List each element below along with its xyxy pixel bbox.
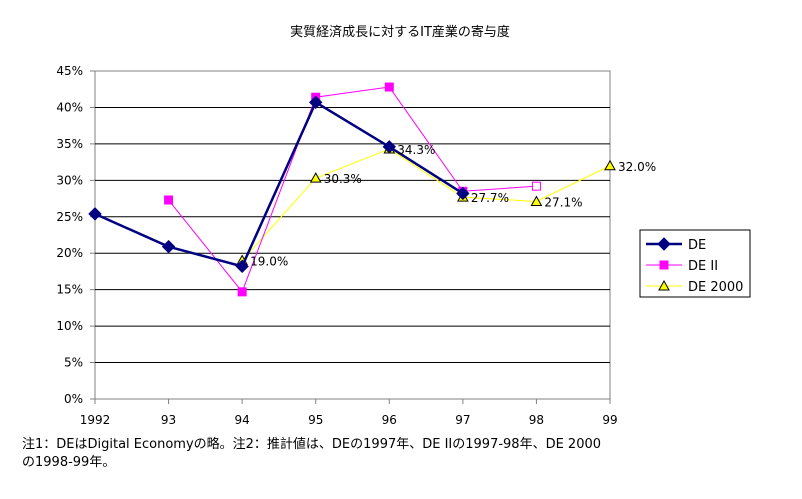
x-axis-ticks: 1992 93 94 95 96 97 98 99	[80, 413, 618, 427]
y-tick-label: 5%	[64, 356, 83, 370]
x-tick-label: 95	[308, 413, 323, 427]
gridlines	[90, 70, 611, 404]
y-tick-label: 20%	[56, 246, 83, 260]
y-tick-label: 25%	[56, 210, 83, 224]
x-tick-label: 96	[382, 413, 397, 427]
x-tick-label: 93	[161, 413, 176, 427]
series-de-point	[235, 259, 249, 274]
series-de-ii-point	[237, 287, 247, 297]
chart-title: 実質経済成長に対するIT産業の寄与度	[290, 24, 510, 40]
y-tick-label: 30%	[56, 173, 83, 187]
footnote: 注1：DEはDigital Economyの略。注2：推計値は、DEの1997年…	[22, 437, 602, 470]
data-label: 32.0%	[618, 160, 656, 174]
y-tick-label: 0%	[64, 392, 83, 406]
x-tick-label: 98	[529, 413, 544, 427]
legend-de-2000-label: DE 2000	[688, 280, 743, 295]
y-tick-label: 15%	[56, 283, 83, 297]
legend-de-2000-marker	[658, 279, 670, 291]
data-label: 19.0%	[250, 255, 288, 269]
series-de-line	[94, 100, 464, 268]
series-de-ii-point	[531, 181, 541, 191]
plot-area	[94, 70, 611, 400]
data-label: 30.3%	[324, 172, 362, 186]
data-label: 27.7%	[471, 191, 509, 205]
y-tick-label: 35%	[56, 137, 83, 151]
legend: DE DE II DE 2000	[639, 229, 751, 298]
legend-de-ii-marker	[659, 260, 669, 270]
y-axis-ticks: 0% 5% 10% 15% 20% 25% 30% 35% 40% 45%	[56, 64, 83, 406]
y-tick-label: 40%	[56, 100, 83, 114]
y-tick-label: 45%	[56, 64, 83, 78]
series-de-ii-point	[384, 82, 394, 92]
series-de-point	[382, 140, 396, 154]
series-de-2000-line	[241, 148, 611, 261]
x-tick-label: 94	[235, 413, 250, 427]
legend-de-marker	[657, 237, 671, 251]
x-tick-label: 1992	[80, 413, 111, 427]
series-de-2000-point	[604, 159, 616, 171]
x-tick-label: 97	[455, 413, 470, 427]
series-layer: 19.0% 30.3% 34.3% 27.7% 27.1% 32.0%	[88, 82, 656, 297]
y-tick-label: 10%	[56, 319, 83, 333]
series-de-2000-point	[309, 172, 322, 183]
legend-de-ii-label: DE II	[688, 259, 718, 274]
series-de-2000-point	[530, 195, 543, 206]
series-de-point	[161, 239, 176, 254]
legend-de-label: DE	[688, 238, 706, 253]
series-de-point	[456, 186, 470, 201]
data-label: 34.3%	[397, 143, 435, 157]
series-de	[88, 95, 470, 274]
series-de-ii-point	[164, 195, 174, 205]
series-de-point	[88, 207, 102, 221]
series-de-point	[309, 95, 323, 110]
data-label: 27.1%	[544, 195, 582, 209]
series-de-2000	[236, 142, 616, 266]
series-de-ii-line	[168, 86, 537, 293]
x-tick-label: 99	[602, 413, 617, 427]
